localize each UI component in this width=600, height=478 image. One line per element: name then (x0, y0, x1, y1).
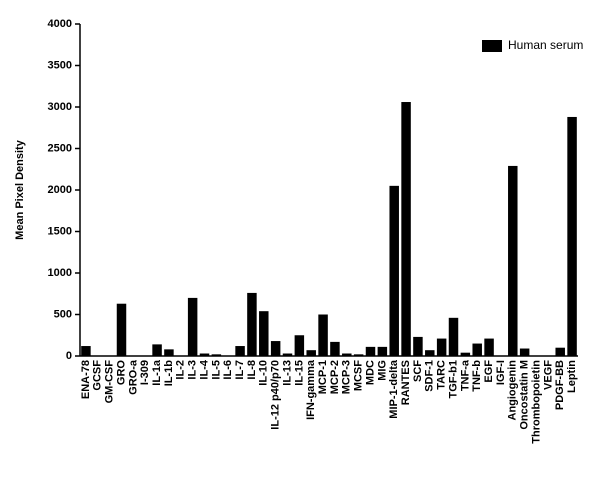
bar (448, 317, 459, 356)
bar (152, 344, 162, 356)
x-tick-label: Leptin (566, 360, 578, 393)
bar (81, 346, 91, 356)
x-tick-label: ENA-78 (80, 360, 92, 399)
x-tick-label: IFN-gamma (305, 359, 317, 420)
x-tick-label: MCP-1 (317, 360, 329, 394)
bar (401, 102, 411, 357)
x-tick-label: MCP-2 (329, 360, 341, 394)
x-tick-label: EGF (483, 360, 495, 383)
bar (377, 346, 388, 356)
bar (187, 297, 198, 356)
bar (413, 336, 423, 356)
x-tick-label: MDC (364, 360, 376, 385)
x-tick-label: IL-8 (246, 360, 258, 380)
x-tick-label: TGF-b1 (447, 360, 459, 399)
bar (484, 338, 494, 356)
x-tick-label: IL-7 (234, 360, 246, 380)
x-tick-label: Thrombopoietin (530, 360, 542, 444)
x-tick-label: IL-1a (151, 359, 163, 386)
bar (235, 346, 245, 356)
bar (567, 116, 577, 357)
bar (353, 354, 364, 356)
y-axis-title: Mean Pixel Density (14, 139, 26, 240)
bar (555, 347, 565, 356)
x-tick-label: IL-10 (258, 360, 270, 386)
x-tick-label: Oncostatin M (519, 360, 531, 430)
x-tick-label: GRO (115, 360, 127, 386)
x-tick-label: VEGF (542, 360, 554, 390)
x-tick-label: GCSF (92, 360, 104, 391)
legend-swatch (482, 40, 502, 52)
y-tick-label: 4000 (48, 18, 72, 30)
x-tick-label: IL-6 (222, 360, 234, 380)
legend-label: Human serum (508, 38, 583, 52)
bar (460, 352, 471, 356)
bar (436, 338, 447, 356)
x-tick-label: IL-1b (163, 360, 175, 387)
bar (425, 350, 435, 356)
x-tick-label: I-309 (139, 360, 151, 385)
bar (519, 348, 530, 356)
x-tick-label: IL-15 (293, 360, 305, 386)
bar (389, 185, 399, 356)
y-tick-label: 2500 (48, 142, 72, 154)
bar (211, 354, 222, 356)
y-tick-label: 2000 (48, 184, 72, 196)
bar (365, 346, 376, 356)
bar (270, 341, 281, 356)
bar (199, 353, 210, 356)
x-tick-label: SDF-1 (424, 360, 436, 392)
y-tick-label: 500 (54, 308, 72, 320)
x-tick-label: GRO-a (127, 359, 139, 395)
bar (342, 353, 352, 356)
x-tick-label: MIP-1-delta (388, 359, 400, 419)
bar (472, 343, 482, 356)
x-tick-label: TNF-b (471, 360, 483, 392)
x-tick-label: TARC (436, 360, 448, 390)
x-tick-label: TNF-a (459, 359, 471, 391)
bar (259, 311, 269, 356)
bar (247, 292, 257, 356)
x-tick-label: MCP-3 (341, 360, 353, 394)
bar (318, 314, 328, 356)
x-tick-label: IL-5 (210, 360, 222, 380)
bar (508, 165, 518, 356)
x-tick-label: GM-CSF (104, 360, 116, 404)
x-tick-label: SCF (412, 360, 424, 382)
y-tick-label: 0 (66, 350, 72, 362)
bar (282, 353, 293, 356)
y-tick-label: 1000 (48, 267, 72, 279)
y-tick-label: 3000 (48, 101, 72, 113)
x-tick-label: IL-2 (175, 360, 187, 380)
y-tick-label: 3500 (48, 59, 72, 71)
x-tick-label: IL-13 (281, 360, 293, 386)
bar (164, 349, 174, 356)
x-tick-label: MCSF (353, 360, 365, 391)
bar (294, 335, 305, 356)
bar (330, 341, 340, 356)
y-tick-label: 1500 (48, 225, 72, 237)
x-tick-label: IL-4 (198, 359, 210, 379)
x-tick-label: IGF-I (495, 360, 507, 385)
bar (116, 303, 127, 356)
x-tick-label: RANTES (400, 360, 412, 405)
x-tick-label: IL-3 (187, 360, 199, 380)
x-tick-label: IL-12 p40/p70 (270, 360, 282, 430)
x-tick-label: Angiogenin (507, 360, 519, 421)
x-tick-label: PDGF-BB (554, 360, 566, 410)
x-tick-label: MIG (376, 360, 388, 381)
bar (306, 350, 316, 356)
